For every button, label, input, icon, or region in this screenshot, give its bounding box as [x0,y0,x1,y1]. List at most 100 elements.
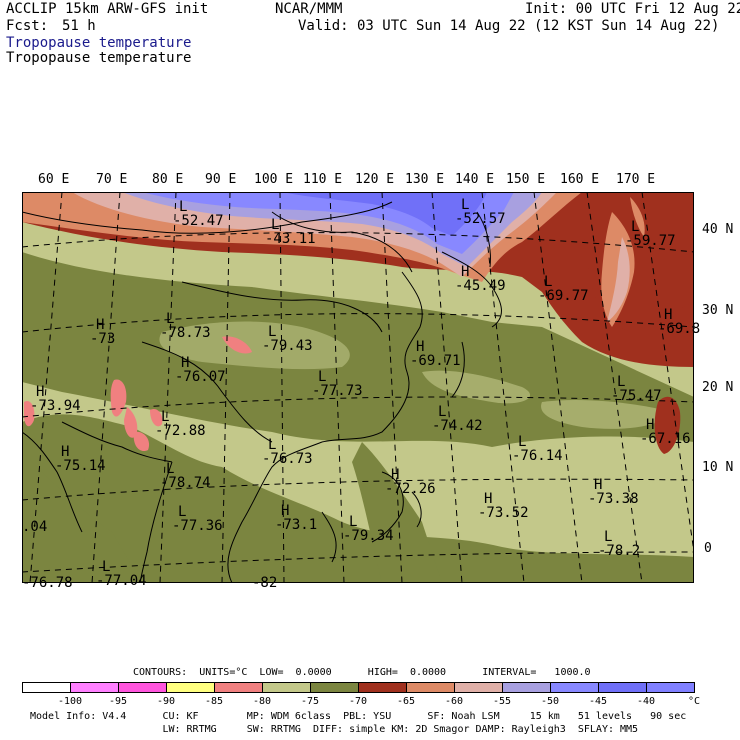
colorbar-swatch [646,682,695,693]
low-marker: L [179,199,188,215]
extremum-label: L -72.88 [155,410,206,438]
high-marker: H [181,355,190,371]
colorbar-swatch [22,682,71,693]
colorbar-label: -50 [541,696,560,707]
extremum-value: -78.73 [160,325,211,341]
high-marker: H [461,264,470,280]
colorbar-label: -70 [349,696,368,707]
low-marker: L [102,559,111,575]
colorbar-label: -65 [397,696,416,707]
low-marker: L [617,374,626,390]
init-time: Init: 00 UTC Fri 12 Aug 22 [525,1,740,17]
colorbar-swatch [166,682,215,693]
extremum-value: -76.07 [175,369,226,385]
extremum-label: L -52.57 [455,198,506,226]
extremum-value: -72.88 [155,423,206,439]
extremum-label: .04 [22,520,47,534]
lon-label: 160 E [560,172,600,187]
high-marker: H [594,477,603,493]
extremum-label: H -73.38 [588,478,639,506]
contours-info: CONTOURS: UNITS=°C LOW= 0.0000 HIGH= 0.0… [133,667,591,678]
low-marker: L [461,197,470,213]
colorbar-swatch [214,682,263,693]
lon-label: 60 E [38,172,70,187]
colorbar-label: -55 [493,696,512,707]
colorbar-label: -90 [157,696,176,707]
extremum-label: L -75.47 [611,375,662,403]
low-marker: L [318,369,327,385]
extremum-value: -77.36 [172,518,223,534]
colorbar-swatch [70,682,119,693]
extremum-value: -43.11 [265,231,316,247]
extremum-value: -76.14 [512,448,563,464]
extremum-value: -73 [90,331,116,347]
high-marker: H [281,503,290,519]
extremum-value: -73.94 [30,398,81,414]
extremum-value: -52.47 [173,213,224,229]
extremum-label: H -73.94 [30,385,81,413]
extremum-value: -69.8 [658,321,701,337]
colorbar-label: -80 [253,696,272,707]
colorbar-label: -45 [589,696,608,707]
extremum-label: H -72.26 [385,468,436,496]
model-info-line1: Model Info: V4.4 CU: KF MP: WDM 6class P… [30,711,687,722]
extremum-label: H -73 [90,318,115,346]
forecast-hour: 51 h [62,18,96,34]
colorbar-swatch [598,682,647,693]
extremum-label: L -59.77 [625,220,676,248]
forecast-label: Fcst: [6,18,49,34]
colorbar-swatch [406,682,455,693]
lon-label: 150 E [506,172,546,187]
extremum-label: H -67.16 [640,418,691,446]
colorbar-label: -95 [109,696,128,707]
extremum-label: H -69.8 [658,308,700,336]
lat-label: 10 N [702,460,734,475]
extremum-value: -72.26 [385,481,436,497]
extremum-label: H -69.71 [410,340,461,368]
colorbar-swatch [358,682,407,693]
low-marker: L [166,461,175,477]
low-marker: L [166,311,175,327]
colorbar-swatch [550,682,599,693]
extremum-label: L -76.14 [512,435,563,463]
high-marker: H [36,384,45,400]
extremum-label: -76.78 [22,576,73,590]
low-marker: L [631,219,640,235]
colorbar-swatch [310,682,359,693]
extremum-label: L -79.43 [262,325,313,353]
lon-label: 70 E [96,172,128,187]
high-marker: H [416,339,425,355]
extremum-value: -76.73 [262,451,313,467]
extremum-value: -78.74 [160,475,211,491]
lat-label: 30 N [702,303,734,318]
extremum-label: L -79.34 [343,515,394,543]
extremum-value: -73.38 [588,491,639,507]
shading-minus70-south [22,414,694,583]
lon-label: 110 E [303,172,343,187]
extremum-value: -69.77 [538,288,589,304]
extremum-value: -73.52 [478,505,529,521]
colorbar-label: °C [688,696,701,707]
valid-time: Valid: 03 UTC Sun 14 Aug 22 (12 KST Sun … [298,18,720,34]
extremum-label: H -45.49 [455,265,506,293]
lat-label: 20 N [702,380,734,395]
colorbar-label: -60 [445,696,464,707]
extremum-label: L -77.04 [96,560,147,588]
extremum-value: -75.47 [611,388,662,404]
lon-label: 120 E [355,172,395,187]
high-marker: H [484,491,493,507]
colorbar-label: -40 [637,696,656,707]
extremum-value: -74.42 [432,418,483,434]
low-marker: L [604,529,613,545]
lat-label: 40 N [702,222,734,237]
extremum-value: -76.78 [22,575,73,591]
extremum-value: -77.73 [312,383,363,399]
low-marker: L [518,434,527,450]
colorbar-swatch [454,682,503,693]
colorbar-swatch [502,682,551,693]
extremum-value: -78.2 [598,543,641,559]
lon-label: 130 E [405,172,445,187]
center-name: NCAR/MMM [275,1,343,17]
extremum-label: -82 [252,576,277,590]
extremum-value: .04 [22,519,48,535]
